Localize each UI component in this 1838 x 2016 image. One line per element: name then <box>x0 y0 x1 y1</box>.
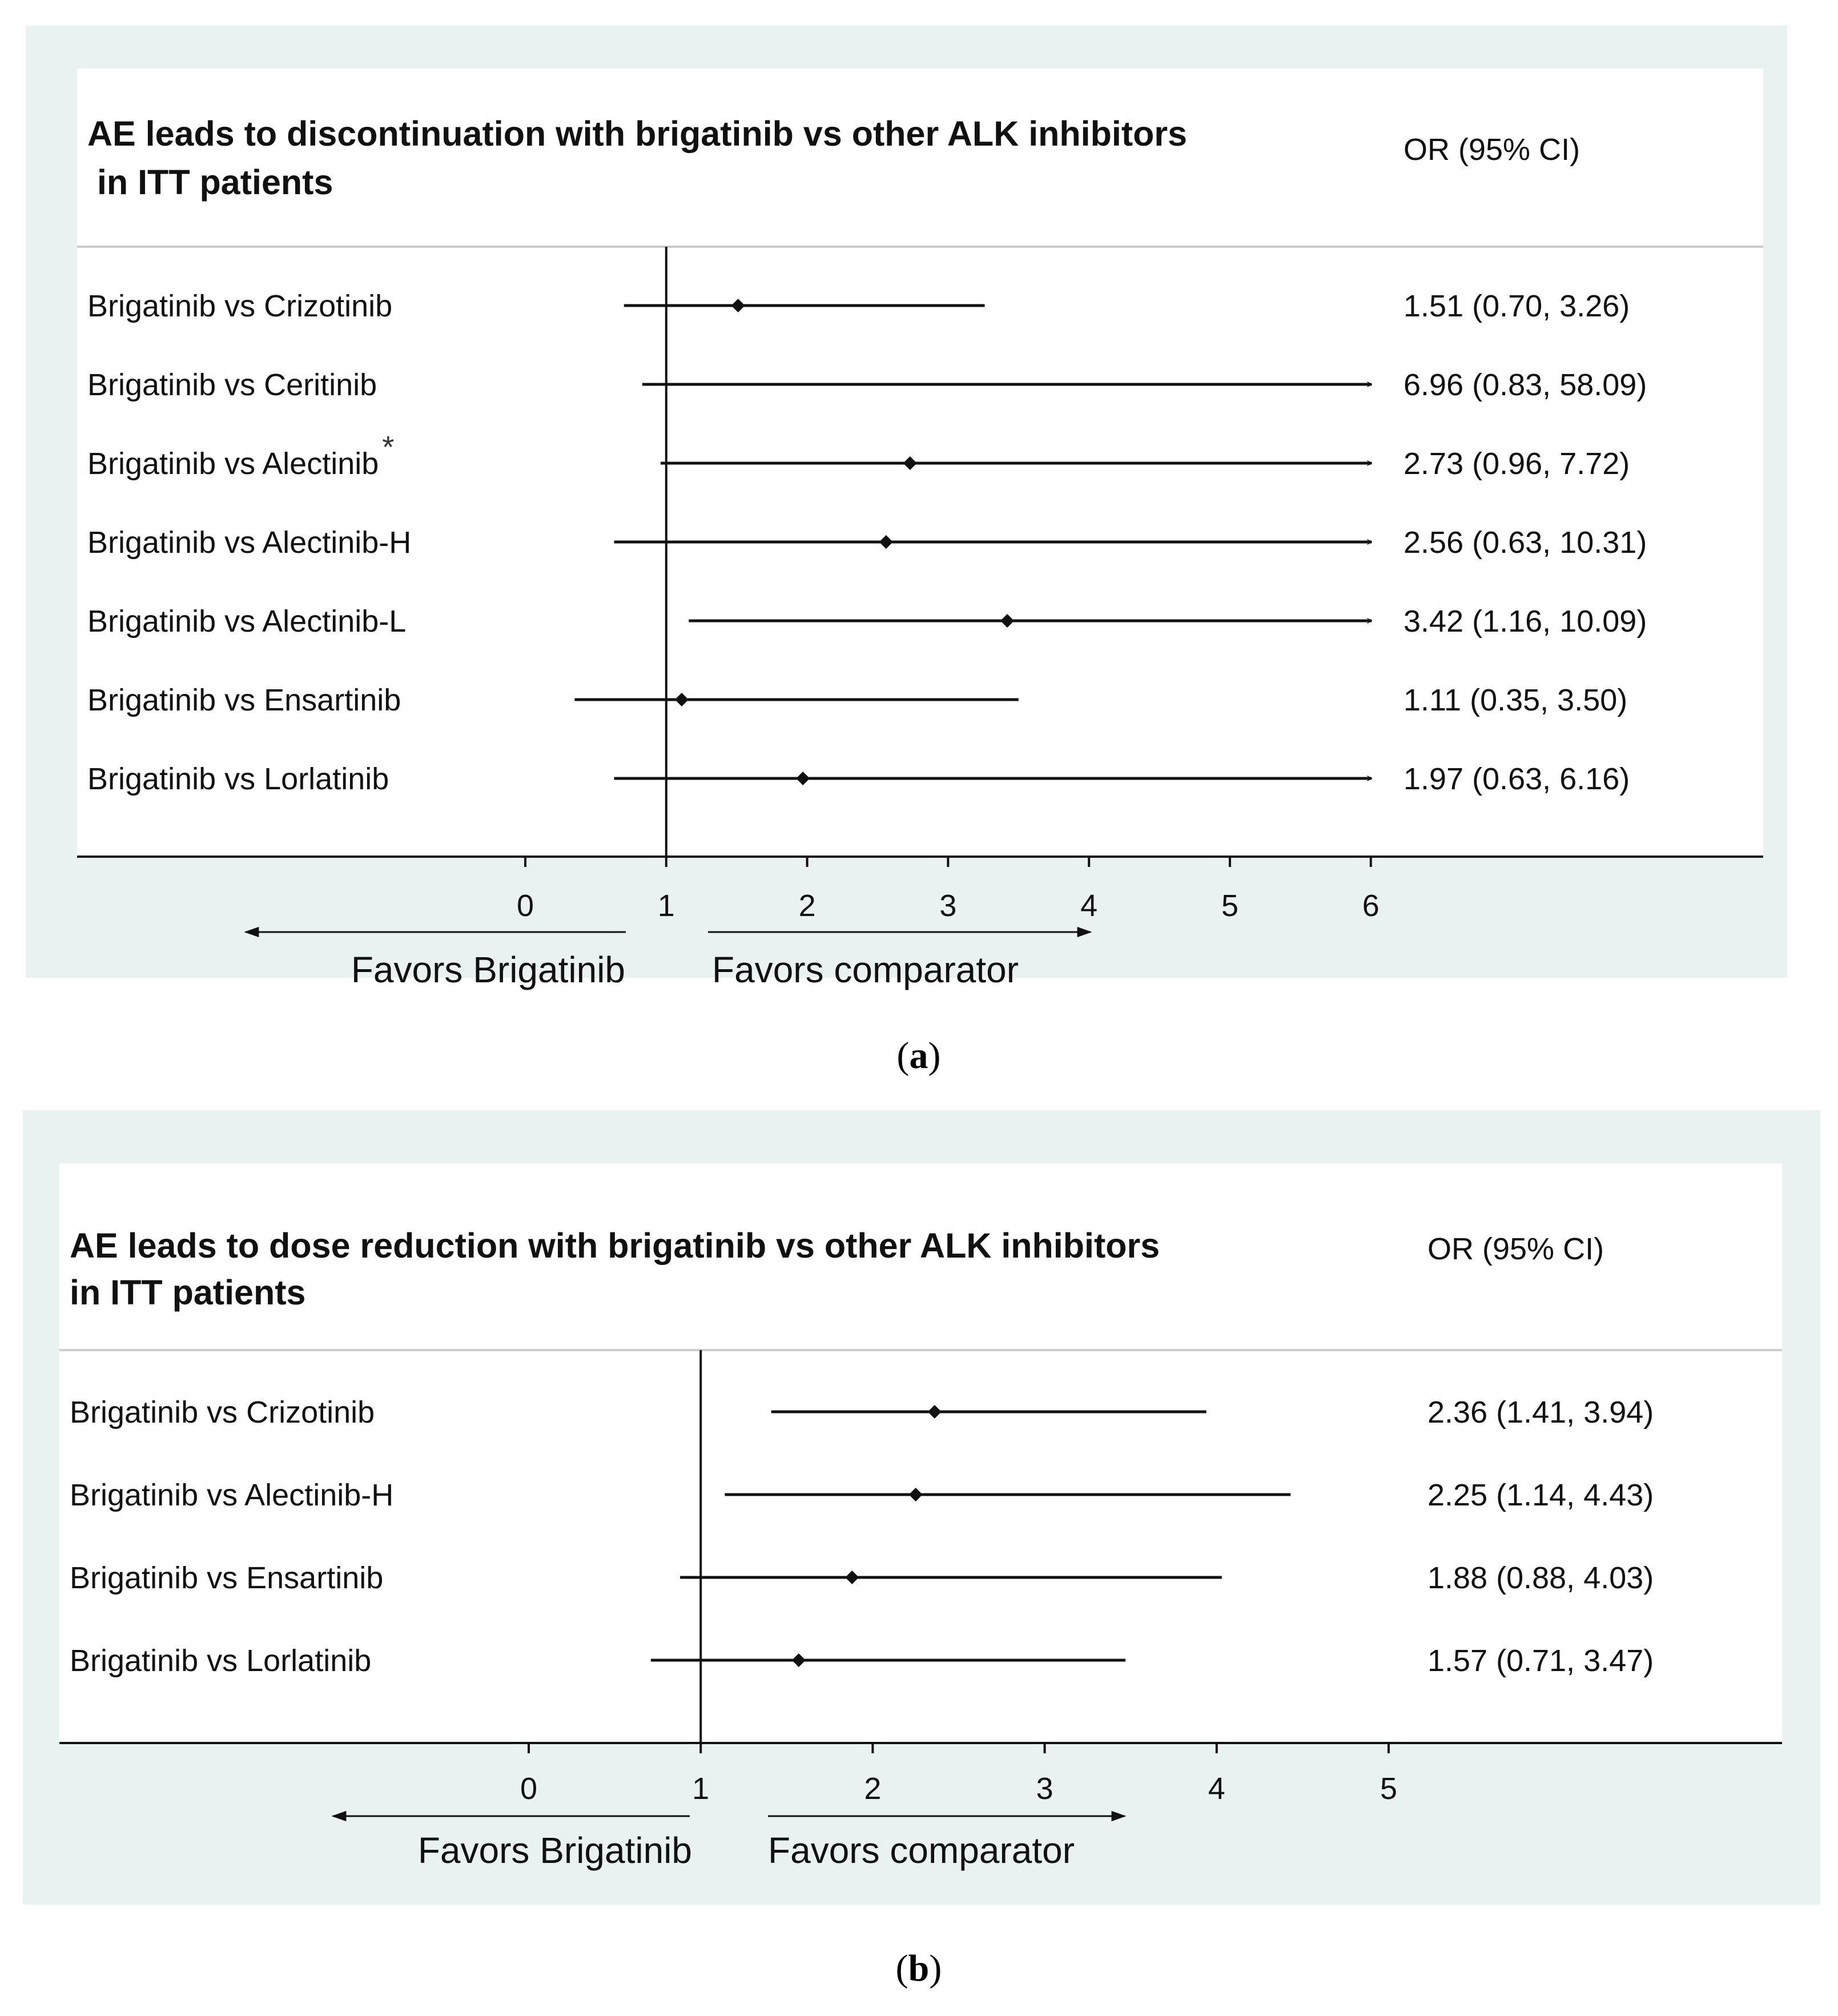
x-tick-label: 3 <box>1036 1772 1053 1806</box>
forest-row: Brigatinib vs Alectinib-H 2.25 (1.14, 4.4… <box>70 1478 1654 1512</box>
caption-close-paren: ) <box>929 1947 942 1989</box>
caption-close-paren: ) <box>928 1035 941 1077</box>
chart-title-line-2: in ITT patients <box>70 1273 305 1312</box>
row-label: Brigatinib vs Ensartinib <box>87 683 401 717</box>
asterisk-marker: * <box>382 430 394 464</box>
point-estimate <box>908 1488 923 1501</box>
row-label: Brigatinib vs Alectinib <box>87 447 379 481</box>
forest-row: Brigatinib vs Alectinib-L 3.42 (1.16, 10.… <box>87 604 1647 638</box>
x-tick-label: 5 <box>1221 889 1238 923</box>
row-label: Brigatinib vs Crizotinib <box>70 1395 375 1429</box>
chart-title-line-1: AE leads to discontinuation with brigati… <box>87 114 1187 153</box>
or-value-text: 2.56 (0.63, 10.31) <box>1403 525 1647 560</box>
point-estimate <box>674 693 689 706</box>
x-tick-label: 4 <box>1080 889 1097 923</box>
point-estimate <box>731 299 745 312</box>
chart-title-line-2: in ITT patients <box>87 163 333 202</box>
x-tick-label: 2 <box>864 1772 881 1806</box>
panel-caption: (a) <box>897 1035 941 1077</box>
forest-row: Brigatinib vs Lorlatinib 1.97 (0.63, 6.16… <box>87 762 1630 796</box>
or-value-text: 1.51 (0.70, 3.26) <box>1403 289 1630 323</box>
forest-row: Brigatinib vs Crizotinib 1.51 (0.70, 3.26… <box>87 289 1630 323</box>
point-estimate <box>879 535 893 549</box>
forest-row: Brigatinib vs Ensartinib 1.88 (0.88, 4.03… <box>70 1561 1654 1595</box>
plot-area <box>59 1163 1782 1743</box>
or-column-header: OR (95% CI) <box>1403 132 1580 167</box>
favors-right-label: Favors comparator <box>712 949 1019 990</box>
or-value-text: 2.36 (1.41, 3.94) <box>1427 1395 1654 1429</box>
or-column-header: OR (95% CI) <box>1427 1232 1604 1266</box>
x-tick-label: 5 <box>1380 1772 1397 1806</box>
caption-letter: a <box>910 1035 928 1077</box>
point-estimate <box>903 456 917 470</box>
chart-title-line-1: AE leads to dose reduction with brigatin… <box>70 1226 1160 1265</box>
row-label: Brigatinib vs Alectinib-H <box>87 525 411 560</box>
forest-row: Brigatinib vs Ceritinib 6.96 (0.83, 58.09… <box>87 368 1647 402</box>
row-label: Brigatinib vs Ceritinib <box>87 368 377 402</box>
row-label: Brigatinib vs Ensartinib <box>70 1561 383 1595</box>
x-tick-label: 4 <box>1208 1772 1225 1806</box>
favors-right-label: Favors comparator <box>768 1830 1075 1871</box>
point-estimate <box>796 772 810 785</box>
x-tick-label: 0 <box>517 889 534 923</box>
forest-row: Brigatinib vs Crizotinib 2.36 (1.41, 3.94… <box>70 1395 1654 1429</box>
forest-row: Brigatinib vs Alectinib * 2.73 (0.96, 7.72… <box>87 430 1630 481</box>
row-label: Brigatinib vs Crizotinib <box>87 289 392 323</box>
or-value-text: 3.42 (1.16, 10.09) <box>1403 604 1647 638</box>
or-value-text: 1.57 (0.71, 3.47) <box>1427 1644 1654 1678</box>
or-value-text: 1.88 (0.88, 4.03) <box>1427 1561 1654 1595</box>
x-tick-label: 1 <box>692 1772 709 1806</box>
or-value-text: 1.97 (0.63, 6.16) <box>1403 762 1630 796</box>
row-label: Brigatinib vs Lorlatinib <box>70 1644 371 1678</box>
x-tick-label: 2 <box>799 889 816 923</box>
x-tick-label: 6 <box>1362 889 1379 923</box>
row-label: Brigatinib vs Lorlatinib <box>87 762 389 796</box>
x-tick-label: 0 <box>520 1772 537 1806</box>
forest-panel-b: AE leads to dose reduction with brigatin… <box>23 1110 1820 1989</box>
caption-letter: b <box>908 1947 930 1989</box>
x-tick-label: 3 <box>939 889 956 923</box>
panel-caption: (b) <box>896 1947 942 1989</box>
forest-row: Brigatinib vs Lorlatinib 1.57 (0.71, 3.47… <box>70 1644 1654 1678</box>
or-value-text: 1.11 (0.35, 3.50) <box>1403 683 1627 717</box>
point-estimate <box>791 1653 806 1667</box>
or-value-text: 2.73 (0.96, 7.72) <box>1403 447 1630 481</box>
caption-open-paren: ( <box>896 1947 908 1989</box>
point-estimate <box>845 1571 859 1584</box>
or-value-text: 6.96 (0.83, 58.09) <box>1403 368 1647 402</box>
caption-open-paren: ( <box>897 1035 910 1077</box>
point-estimate <box>1000 614 1015 628</box>
or-value-text: 2.25 (1.14, 4.43) <box>1427 1478 1654 1512</box>
row-label: Brigatinib vs Alectinib-L <box>87 604 406 638</box>
forest-panel-a: AE leads to discontinuation with brigati… <box>26 26 1787 1077</box>
x-tick-label: 1 <box>658 889 675 923</box>
forest-row: Brigatinib vs Ensartinib 1.11 (0.35, 3.50… <box>87 683 1627 717</box>
favors-left-label: Favors Brigatinib <box>418 1830 692 1871</box>
row-label: Brigatinib vs Alectinib-H <box>70 1478 393 1512</box>
forest-row: Brigatinib vs Alectinib-H 2.56 (0.63, 10.… <box>87 525 1647 560</box>
point-estimate <box>927 1405 942 1419</box>
favors-left-label: Favors Brigatinib <box>351 949 625 990</box>
